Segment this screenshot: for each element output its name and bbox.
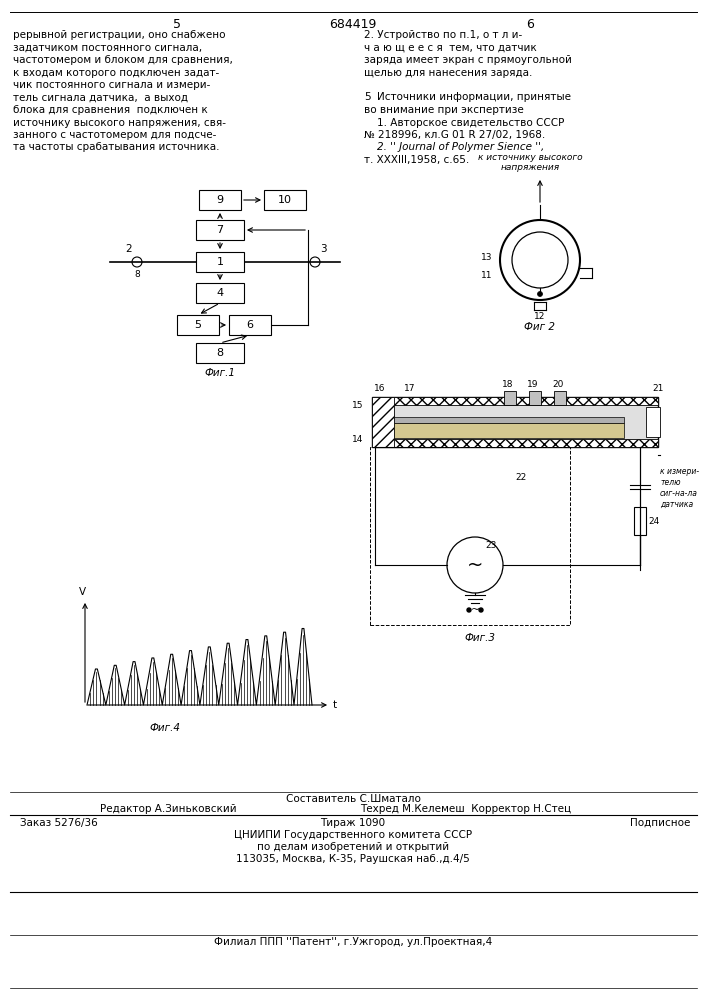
Text: Редактор А.Зиньковский: Редактор А.Зиньковский — [100, 804, 237, 814]
Text: ч а ю щ е е с я  тем, что датчик: ч а ю щ е е с я тем, что датчик — [364, 42, 537, 52]
Text: источнику высокого напряжения, свя-: источнику высокого напряжения, свя- — [13, 117, 226, 127]
Bar — [196, 283, 244, 303]
Text: 11: 11 — [481, 270, 492, 279]
Text: 18: 18 — [502, 380, 514, 389]
Bar — [646, 407, 660, 437]
Text: 10: 10 — [278, 195, 292, 205]
Bar — [196, 252, 244, 272]
Text: 6: 6 — [526, 18, 534, 31]
Text: 21: 21 — [653, 384, 664, 393]
Bar — [372, 397, 394, 447]
Text: по делам изобретений и открытий: по делам изобретений и открытий — [257, 842, 449, 852]
Text: 6: 6 — [247, 320, 254, 330]
Text: Фиг.3: Фиг.3 — [464, 633, 496, 643]
Text: Тираж 1090: Тираж 1090 — [320, 818, 385, 828]
Circle shape — [479, 608, 483, 612]
Text: т. XXXIII,1958, с.65.: т. XXXIII,1958, с.65. — [364, 155, 469, 165]
Bar — [504, 391, 516, 405]
Text: 7: 7 — [216, 225, 223, 235]
Text: Филиал ППП ''Патент'', г.Ужгород, ул.Проектная,4: Филиал ППП ''Патент'', г.Ужгород, ул.Про… — [214, 937, 492, 947]
Text: № 218996, кл.G 01 R 27/02, 1968.: № 218996, кл.G 01 R 27/02, 1968. — [364, 130, 545, 140]
Text: 20: 20 — [552, 380, 563, 389]
Bar — [177, 315, 219, 335]
Bar — [394, 417, 624, 423]
Text: Фиг 2: Фиг 2 — [525, 322, 556, 332]
Bar — [229, 315, 271, 335]
Text: 4: 4 — [216, 288, 223, 298]
Text: 13: 13 — [481, 253, 492, 262]
Bar — [196, 343, 244, 363]
Text: 23: 23 — [485, 540, 496, 550]
Text: щелью для нанесения заряда.: щелью для нанесения заряда. — [364, 68, 532, 78]
Text: 684419: 684419 — [329, 18, 377, 31]
Bar — [196, 220, 244, 240]
Circle shape — [537, 292, 542, 296]
Text: Заказ 5276/36: Заказ 5276/36 — [20, 818, 98, 828]
Text: 12: 12 — [534, 312, 546, 321]
Bar — [529, 391, 541, 405]
Text: 24: 24 — [648, 516, 659, 526]
Text: та частоты срабатывания источника.: та частоты срабатывания источника. — [13, 142, 219, 152]
Text: к измери-
телю
сиг-на-ла
датчика: к измери- телю сиг-на-ла датчика — [660, 467, 699, 509]
Text: t: t — [333, 700, 337, 710]
Text: во внимание при экспертизе: во внимание при экспертизе — [364, 105, 524, 115]
Text: 3: 3 — [320, 244, 327, 254]
Text: 15: 15 — [351, 400, 363, 410]
Text: 5: 5 — [194, 320, 201, 330]
Text: 2: 2 — [125, 244, 132, 254]
Text: 8: 8 — [134, 270, 140, 279]
Text: к источнику высокого
напряжения: к источнику высокого напряжения — [478, 153, 583, 172]
Bar — [370, 447, 570, 625]
Text: 5: 5 — [173, 18, 181, 31]
Text: 16: 16 — [374, 384, 386, 393]
Bar — [372, 397, 658, 405]
Text: Фиг.4: Фиг.4 — [149, 723, 180, 733]
Text: 8: 8 — [216, 348, 223, 358]
Text: Подписное: Подписное — [630, 818, 690, 828]
Text: частотомером и блоком для сравнения,: частотомером и блоком для сравнения, — [13, 55, 233, 65]
Bar — [372, 397, 658, 447]
Text: 17: 17 — [404, 384, 416, 393]
Text: Источники информации, принятые: Источники информации, принятые — [364, 93, 571, 103]
Text: 2. '' Journal of Polymer Sience '',: 2. '' Journal of Polymer Sience '', — [364, 142, 544, 152]
Bar — [264, 190, 306, 210]
Bar — [372, 439, 658, 447]
Text: V: V — [78, 587, 86, 597]
Text: заряда имеет экран с прямоугольной: заряда имеет экран с прямоугольной — [364, 55, 572, 65]
Text: к входам которого подключен задат-: к входам которого подключен задат- — [13, 68, 219, 78]
Text: 2. Устройство по п.1, о т л и-: 2. Устройство по п.1, о т л и- — [364, 30, 522, 40]
Text: 19: 19 — [527, 380, 539, 389]
Bar — [199, 190, 241, 210]
Bar — [634, 507, 646, 535]
Text: 113035, Москва, К-35, Раушская наб.,д.4/5: 113035, Москва, К-35, Раушская наб.,д.4/… — [236, 854, 470, 864]
Text: 14: 14 — [351, 434, 363, 444]
Text: задатчиком постоянного сигнала,: задатчиком постоянного сигнала, — [13, 42, 202, 52]
Text: 9: 9 — [216, 195, 223, 205]
Text: ЦНИИПИ Государственного комитета СССР: ЦНИИПИ Государственного комитета СССР — [234, 830, 472, 840]
Text: Техред М.Келемеш  Корректор Н.Стец: Техред М.Келемеш Корректор Н.Стец — [360, 804, 571, 814]
Text: чик постоянного сигнала и измери-: чик постоянного сигнала и измери- — [13, 80, 211, 90]
Text: рерывной регистрации, оно снабжено: рерывной регистрации, оно снабжено — [13, 30, 226, 40]
Text: тель сигнала датчика,  а выход: тель сигнала датчика, а выход — [13, 93, 188, 103]
Bar — [554, 391, 566, 405]
Bar — [394, 423, 624, 438]
Text: Составитель С.Шматало: Составитель С.Шматало — [286, 794, 421, 804]
Text: ~: ~ — [467, 556, 483, 574]
Text: занного с частотомером для подсче-: занного с частотомером для подсче- — [13, 130, 216, 140]
Text: 1. Авторское свидетельство СССР: 1. Авторское свидетельство СССР — [364, 117, 564, 127]
Text: 22: 22 — [515, 473, 526, 482]
Text: Фиг.1: Фиг.1 — [204, 368, 235, 378]
Text: ~: ~ — [470, 605, 479, 615]
Text: 1: 1 — [216, 257, 223, 267]
Text: 5: 5 — [364, 93, 370, 103]
Circle shape — [467, 608, 471, 612]
Text: блока для сравнения  подключен к: блока для сравнения подключен к — [13, 105, 208, 115]
